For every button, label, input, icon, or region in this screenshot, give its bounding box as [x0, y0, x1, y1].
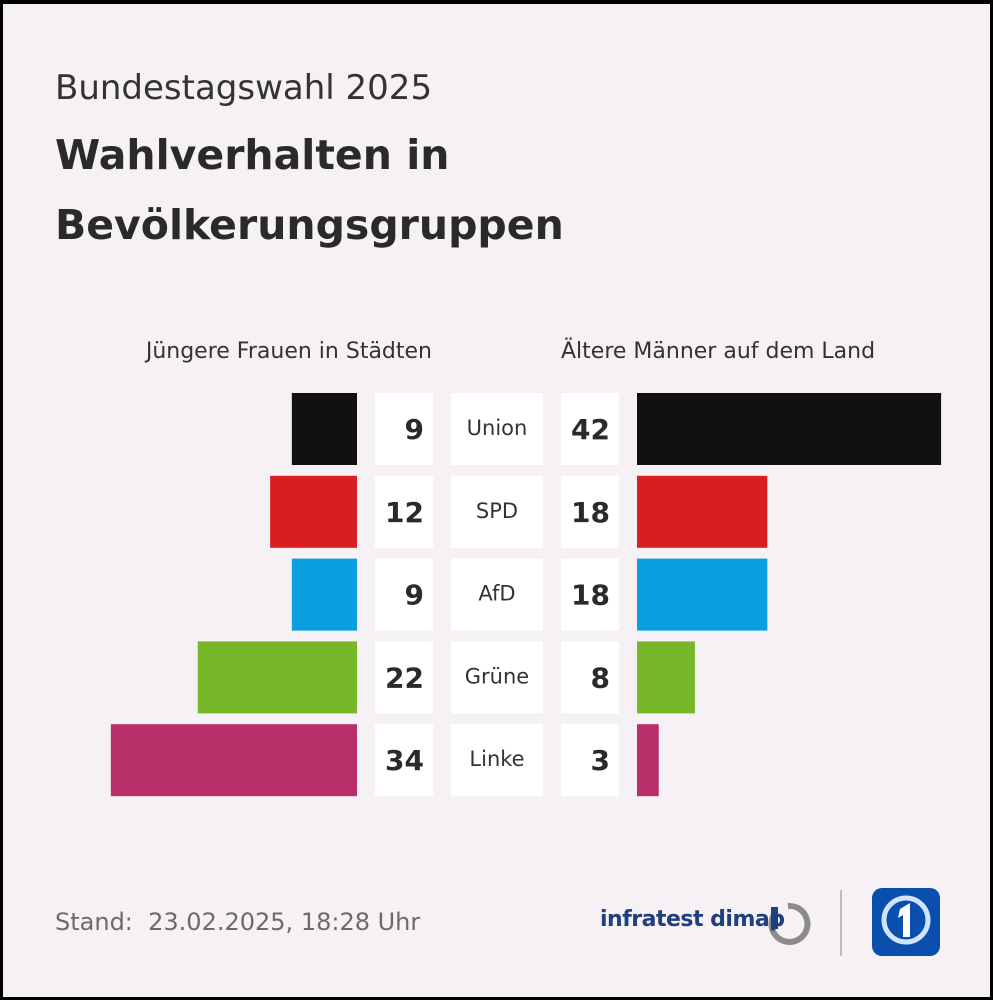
chart-title: Wahlverhalten in Bevölkerungsgruppen [55, 131, 564, 249]
value-label: 12 [385, 496, 424, 529]
bar-left [291, 393, 357, 465]
bar-left [197, 641, 357, 714]
value-label: 18 [571, 579, 610, 612]
source-logo [768, 902, 811, 945]
value-box [375, 724, 433, 797]
value-box [561, 558, 619, 631]
bar-right [637, 724, 659, 797]
category-label: Union [467, 416, 528, 440]
footer-date: Stand: 23.02.2025, 18:28 Uhr [55, 908, 421, 936]
category-box [451, 724, 543, 797]
category-label: AfD [478, 582, 515, 606]
value-label: 34 [385, 744, 424, 777]
category-label: Grüne [465, 664, 529, 688]
category-label: Linke [469, 747, 524, 771]
category-box [451, 393, 543, 465]
value-label: 22 [385, 661, 424, 694]
bar-right [637, 393, 942, 465]
category-box [451, 475, 543, 548]
value-box [375, 558, 433, 631]
value-label: 18 [571, 496, 610, 529]
value-label: 9 [405, 579, 424, 612]
legend-left: Jüngere Frauen in Städten [144, 339, 432, 364]
bar-left [291, 558, 357, 631]
value-label: 3 [591, 744, 610, 777]
bar-right [637, 558, 768, 631]
bar-right [637, 475, 768, 548]
value-box [561, 724, 619, 797]
value-box [561, 475, 619, 548]
value-label: 9 [405, 413, 424, 446]
bar-right [637, 641, 695, 714]
value-box [375, 393, 433, 465]
value-box [375, 475, 433, 548]
legend-right: Ältere Männer auf dem Land [561, 338, 875, 364]
value-label: 42 [571, 413, 610, 446]
value-box [561, 641, 619, 714]
value-box [561, 393, 619, 465]
source: infratest dimap [600, 907, 785, 932]
bar-left [270, 475, 357, 548]
category-box [451, 641, 543, 714]
category-label: SPD [476, 499, 518, 523]
chart: Jüngere Frauen in Städten Ältere Männer a… [110, 338, 942, 956]
value-label: 8 [591, 661, 610, 694]
value-box [375, 641, 433, 714]
bar-left [110, 724, 357, 797]
category-box [451, 558, 543, 631]
chart-subtitle: Bundestagswahl 2025 [55, 68, 433, 108]
broadcaster-logo [872, 888, 940, 956]
